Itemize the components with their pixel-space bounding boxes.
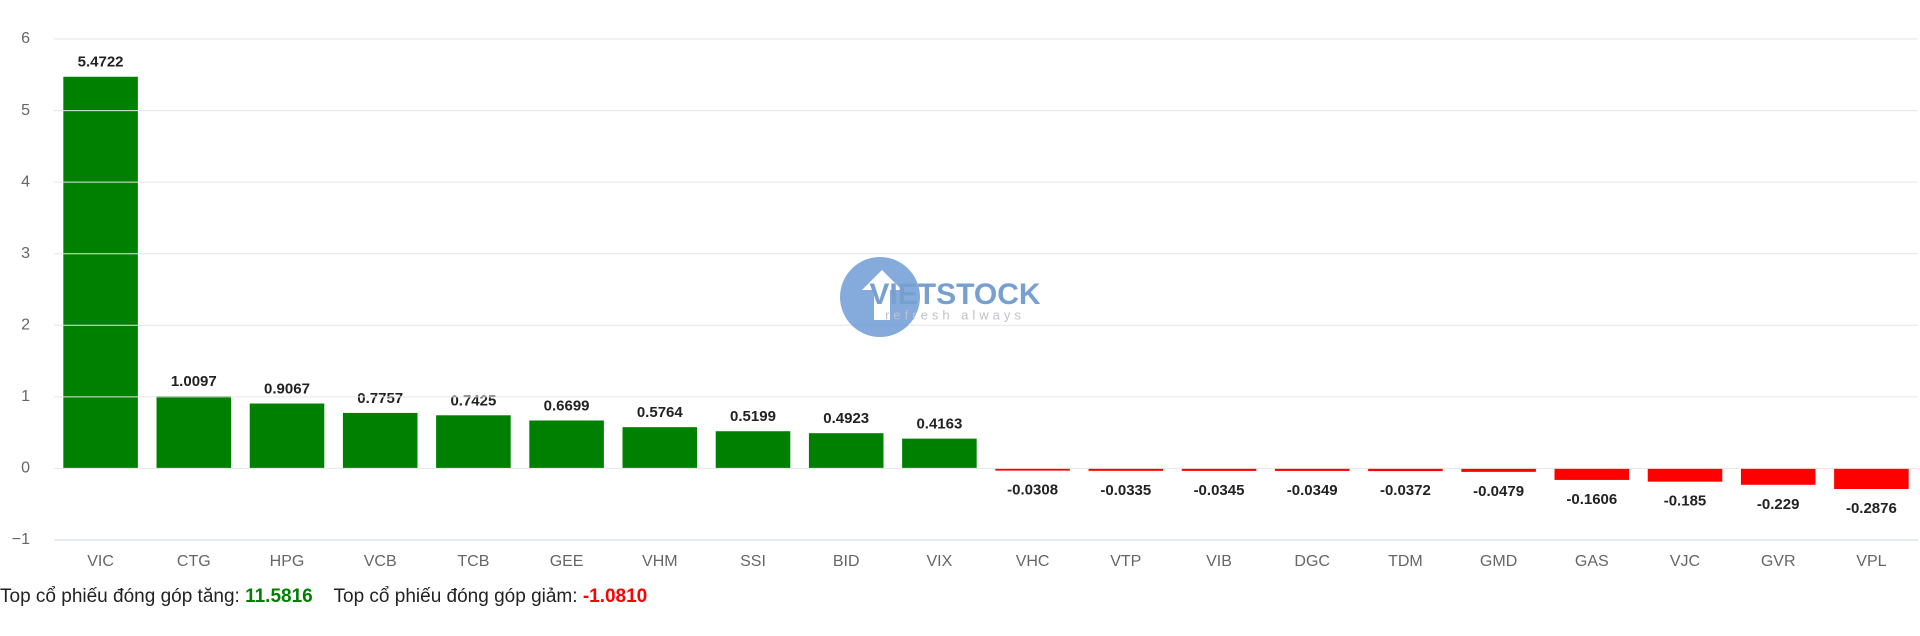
x-tick-label: VIX	[927, 553, 953, 570]
value-label: -0.0349	[1287, 482, 1338, 499]
chart: -0.2876 VPL -0.229 GVR -0.185 VJC -0.1606 GAS -0…	[12, 30, 1918, 570]
x-tick-label: VIB	[1206, 553, 1232, 570]
gain-label: Top cổ phiếu đóng góp tăng:	[0, 586, 240, 607]
value-label: 0.6699	[544, 397, 590, 414]
value-label: -0.0345	[1194, 482, 1245, 499]
x-tick-label: VJC	[1670, 553, 1700, 570]
loss-value: -1.0810	[582, 586, 648, 607]
x-tick-label: TDM	[1388, 553, 1423, 570]
x-tick-label: VPL	[1856, 553, 1886, 570]
bar	[1554, 468, 1630, 480]
x-tick-label: GAS	[1575, 553, 1609, 570]
x-tick-label: BID	[833, 553, 860, 570]
value-label: 0.7425	[450, 392, 496, 409]
x-tick-label: GMD	[1480, 553, 1517, 570]
bar	[1088, 468, 1164, 471]
watermark-brand: VIETSTOCK	[869, 278, 1040, 311]
value-label: -0.0308	[1007, 482, 1058, 499]
bar	[1647, 468, 1723, 482]
value-label: -0.229	[1757, 496, 1800, 513]
x-tick-label: TCB	[457, 553, 489, 570]
value-label: 0.4163	[916, 416, 962, 433]
value-label: 0.7757	[357, 390, 403, 407]
bar	[1834, 468, 1909, 490]
value-label: -0.2876	[1846, 500, 1897, 517]
bar	[995, 468, 1070, 471]
y-tick-label: 4	[21, 173, 30, 190]
gain-value: 11.5816	[245, 586, 313, 607]
value-label: 0.9067	[264, 381, 310, 398]
x-tick-label: SSI	[740, 553, 766, 570]
bar	[156, 396, 232, 469]
value-label: 0.4923	[823, 410, 869, 427]
bar	[1181, 468, 1257, 471]
y-tick-label: 2	[21, 317, 30, 334]
bar	[1274, 468, 1350, 471]
y-tick-label: 0	[21, 460, 30, 477]
bar	[715, 431, 791, 469]
bar	[1740, 468, 1816, 485]
footer: Top cổ phiếu đóng góp tăng: 11.5816 Top …	[0, 586, 647, 608]
value-label: -0.0335	[1100, 482, 1151, 499]
watermark: VIETSTOCK refresh always	[840, 257, 1041, 337]
watermark-tagline: refresh always	[885, 307, 1025, 322]
y-tick-label: 5	[21, 102, 30, 119]
x-tick-label: HPG	[270, 553, 305, 570]
x-tick-label: VIC	[87, 553, 114, 570]
value-label: 0.5199	[730, 408, 776, 425]
x-tick-label: VTP	[1110, 553, 1141, 570]
value-label: -0.0372	[1380, 482, 1431, 499]
y-tick-label: 1	[21, 388, 30, 405]
x-tick-label: GEE	[550, 553, 584, 570]
watermark-arrow	[862, 270, 902, 320]
value-label: -0.1606	[1566, 491, 1617, 508]
value-label: -0.0479	[1473, 483, 1524, 500]
x-tick-label: VHC	[1016, 553, 1050, 570]
value-label: 5.4722	[78, 54, 124, 71]
y-tick-label: 6	[21, 30, 30, 47]
bar	[1368, 468, 1443, 472]
x-tick-label: DGC	[1294, 553, 1330, 570]
value-label: -0.185	[1664, 493, 1707, 510]
x-tick-label: VCB	[364, 553, 397, 570]
bar	[63, 76, 138, 469]
bar	[1461, 468, 1536, 472]
value-label: 1.0097	[171, 373, 217, 390]
loss-label: Top cổ phiếu đóng góp giảm:	[333, 586, 578, 607]
bar	[808, 433, 884, 469]
bar	[342, 412, 418, 469]
y-tick-label: −1	[12, 531, 30, 548]
bar	[529, 420, 604, 469]
bar	[622, 427, 698, 469]
bar	[902, 438, 977, 469]
x-tick-label: VHM	[642, 553, 678, 570]
x-tick-label: CTG	[177, 553, 211, 570]
bar	[249, 403, 325, 469]
bar	[436, 415, 511, 469]
value-label: 0.5764	[637, 404, 684, 421]
y-tick-label: 3	[21, 245, 30, 262]
x-tick-label: GVR	[1761, 553, 1796, 570]
